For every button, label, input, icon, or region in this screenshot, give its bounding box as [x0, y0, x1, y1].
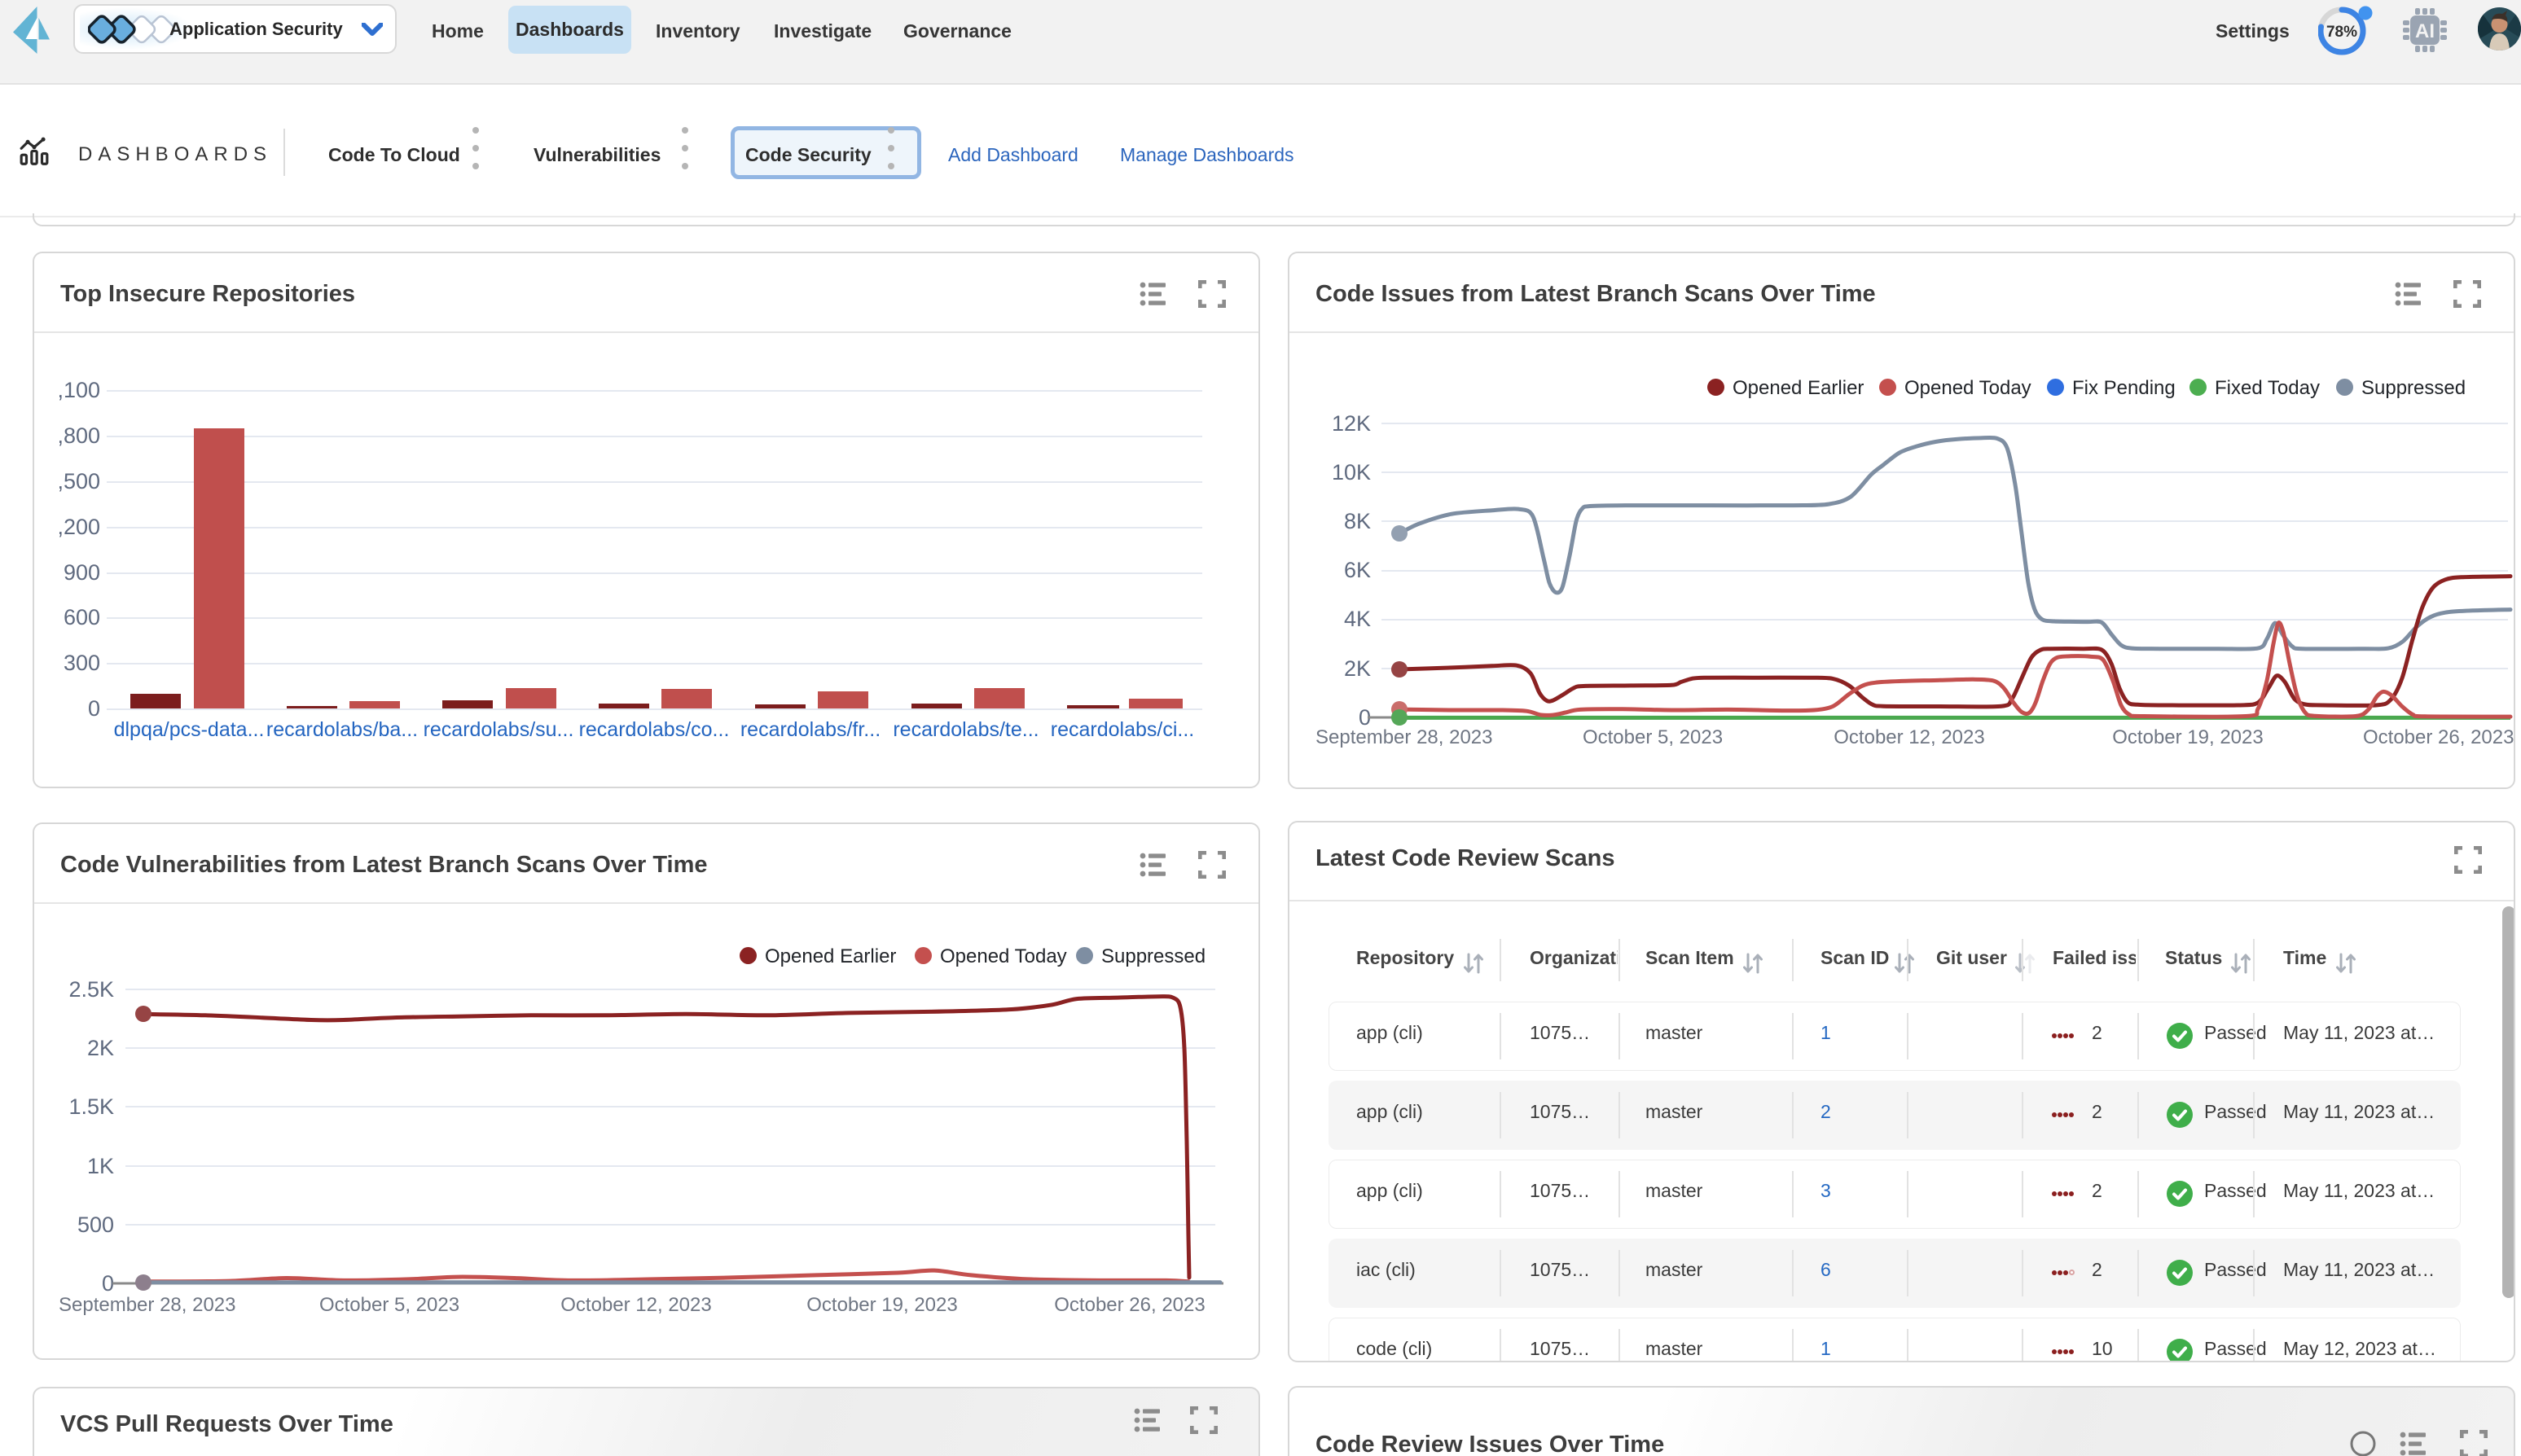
svg-text:AI: AI	[2415, 20, 2435, 42]
svg-text:78%: 78%	[2326, 24, 2357, 41]
